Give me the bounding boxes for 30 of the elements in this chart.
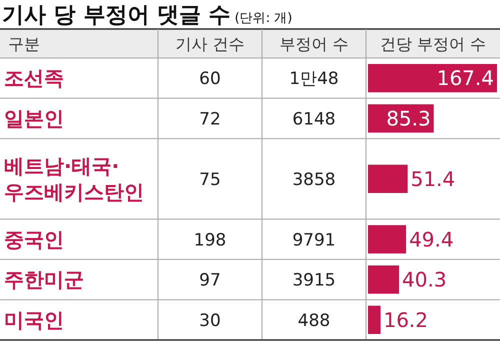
data-label: 16.2 [383,308,428,332]
text: 9791 [292,230,336,250]
text: 60 [199,69,221,90]
category-label: 베트남·태국·우즈베키스탄인 [4,154,144,204]
text: 198 [194,230,226,250]
category-label: 일본인 [4,106,64,130]
x-axis-title: 건당 부정어 수 [380,34,486,54]
data-label: 49.4 [409,227,454,252]
text: 기사 당 부정어 댓글 수 [2,3,231,28]
data-label: 85.3 [386,106,431,130]
text: 97 [199,270,221,291]
text: 30 [199,310,221,331]
category-label: 중국인 [4,227,64,252]
text: 3858 [292,170,336,190]
text: 488 [298,310,330,331]
data-label: 167.4 [436,66,494,90]
data-label: 51.4 [410,166,456,191]
category-label: 주한미군 [4,268,84,292]
text: 구분 [8,34,40,54]
text: 3915 [292,270,336,291]
data-label: 40.3 [402,268,447,292]
category-label: 기사 건수 [175,34,245,54]
text: 72 [199,109,221,130]
category-label: 미국인 [4,308,64,332]
text: 6148 [292,109,336,130]
category-label: 조선족 [4,66,64,90]
text: 1만48 [289,69,339,90]
text: (단위: 개) [234,11,292,26]
text: 75 [199,170,221,190]
category-label: 부정어 수 [279,34,349,54]
